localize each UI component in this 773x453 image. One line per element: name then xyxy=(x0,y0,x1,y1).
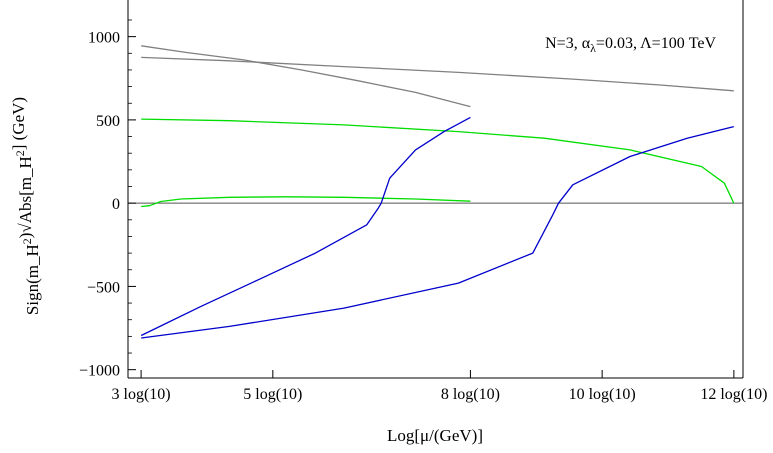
x-tick-label-4: 10 log(10) xyxy=(569,386,636,403)
x-tick-label-5: 12 log(10) xyxy=(700,386,767,403)
series-line-5 xyxy=(140,116,471,337)
series-line-3 xyxy=(141,118,735,204)
axis-layer: 3 log(10) 5 log(10) 8 log(10) 10 log(10) 12 … xyxy=(79,19,767,403)
x-tick-label-1: 3 log(10) xyxy=(112,386,171,403)
series-line-1 xyxy=(141,45,471,108)
series-line-2 xyxy=(141,56,734,92)
x-axis-title: Log[μ/(GeV)] xyxy=(387,426,483,445)
series-line-4 xyxy=(141,196,471,208)
series-layer xyxy=(140,45,735,339)
y-tick-label-2: 500 xyxy=(96,113,120,130)
chart-annotation: N=3, αλ=0.03, Λ=100 TeV xyxy=(545,35,716,55)
y-tick-label-3: 0 xyxy=(112,196,120,213)
x-tick-label-2: 5 log(10) xyxy=(243,386,302,403)
series-line-6 xyxy=(141,125,734,339)
y-axis-title: Sign(m_H2)√Abs[m_H2] (GeV) xyxy=(9,97,42,315)
x-tick-label-3: 8 log(10) xyxy=(441,386,500,403)
y-tick-label-1: 1000 xyxy=(88,30,120,47)
y-tick-label-5: −1000 xyxy=(79,363,120,380)
plot-area xyxy=(127,0,744,379)
y-tick-label-4: −500 xyxy=(87,279,120,296)
